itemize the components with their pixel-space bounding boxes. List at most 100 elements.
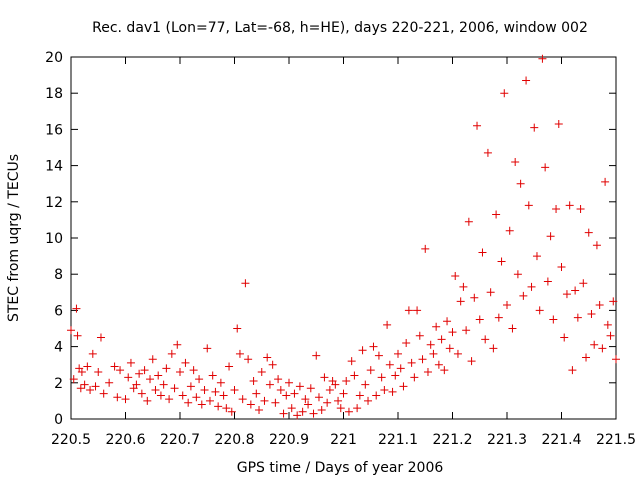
data-point: [448, 328, 457, 337]
data-point: [470, 293, 479, 302]
data-point: [77, 367, 86, 376]
data-point: [298, 407, 307, 416]
data-point: [358, 346, 367, 355]
data-point: [426, 340, 435, 349]
data-point: [440, 366, 449, 375]
data-point: [519, 291, 528, 300]
data-point: [598, 344, 607, 353]
data-point: [388, 387, 397, 396]
data-point: [255, 405, 264, 414]
data-point: [339, 389, 348, 398]
data-point: [252, 389, 261, 398]
data-point: [276, 386, 285, 395]
data-point: [576, 205, 585, 214]
data-point: [590, 340, 599, 349]
data-point: [571, 286, 580, 295]
x-tick-label: 220.9: [269, 432, 309, 448]
y-tick-label: 0: [54, 412, 63, 428]
data-point: [176, 367, 184, 376]
data-point: [91, 382, 100, 391]
data-point: [404, 306, 413, 315]
plot-area-frame: [70, 56, 617, 420]
data-point: [290, 389, 299, 398]
data-point: [94, 367, 103, 376]
data-point: [181, 358, 190, 367]
data-point: [377, 373, 386, 382]
data-point: [86, 386, 95, 395]
data-point: [285, 378, 293, 387]
data-point: [126, 358, 135, 367]
data-point: [344, 407, 353, 416]
data-point: [135, 369, 144, 378]
data-point: [208, 371, 217, 380]
data-point: [334, 396, 343, 405]
data-point: [530, 123, 539, 132]
data-point: [238, 395, 247, 404]
data-point: [383, 320, 392, 329]
data-point: [323, 398, 332, 407]
data-point: [121, 395, 130, 404]
data-point: [186, 382, 195, 391]
data-point: [538, 54, 547, 63]
data-point: [165, 395, 174, 404]
data-point: [73, 331, 82, 340]
data-point: [483, 148, 492, 157]
data-point: [473, 121, 482, 130]
x-tick-label: 220.8: [214, 432, 254, 448]
data-point: [489, 344, 498, 353]
data-point: [410, 373, 419, 382]
data-point: [246, 400, 255, 409]
data-point: [609, 297, 618, 306]
data-point: [69, 375, 78, 384]
data-point: [601, 177, 610, 186]
data-point: [497, 257, 506, 266]
data-point: [263, 353, 272, 362]
data-point: [189, 366, 198, 375]
data-point: [99, 389, 108, 398]
x-tick-label: 221.2: [432, 432, 472, 448]
data-point: [271, 398, 280, 407]
data-point: [137, 389, 146, 398]
data-point: [399, 382, 408, 391]
data-point: [459, 282, 468, 291]
data-point: [453, 349, 462, 358]
y-tick-label: 16: [45, 122, 63, 138]
data-point: [366, 366, 375, 375]
data-point: [257, 367, 266, 376]
data-point: [83, 362, 92, 371]
data-point: [124, 373, 133, 382]
data-point: [505, 226, 514, 235]
data-point: [445, 344, 454, 353]
data-point: [407, 358, 416, 367]
data-point: [110, 362, 119, 371]
data-point: [500, 89, 509, 98]
data-point: [205, 396, 214, 405]
data-point: [481, 335, 490, 344]
data-point: [565, 201, 574, 210]
data-point: [173, 340, 182, 349]
data-point: [443, 317, 452, 326]
data-point: [355, 391, 364, 400]
data-point: [162, 364, 171, 373]
data-point: [235, 349, 244, 358]
data-point: [552, 205, 561, 214]
data-point: [159, 380, 168, 389]
data-point: [192, 393, 201, 402]
data-point: [513, 270, 522, 279]
data-point: [543, 277, 552, 286]
data-point: [462, 326, 471, 335]
data-point: [132, 380, 141, 389]
data-point: [314, 393, 323, 402]
data-point: [421, 244, 430, 253]
data-point: [146, 375, 155, 384]
data-point: [532, 252, 541, 261]
data-point: [301, 395, 310, 404]
data-point: [148, 355, 157, 364]
data-point: [178, 391, 187, 400]
data-point: [560, 333, 569, 342]
data-point: [200, 386, 209, 395]
data-point: [195, 375, 204, 384]
data-point: [582, 353, 591, 362]
data-point: [372, 391, 381, 400]
data-point: [369, 342, 378, 351]
